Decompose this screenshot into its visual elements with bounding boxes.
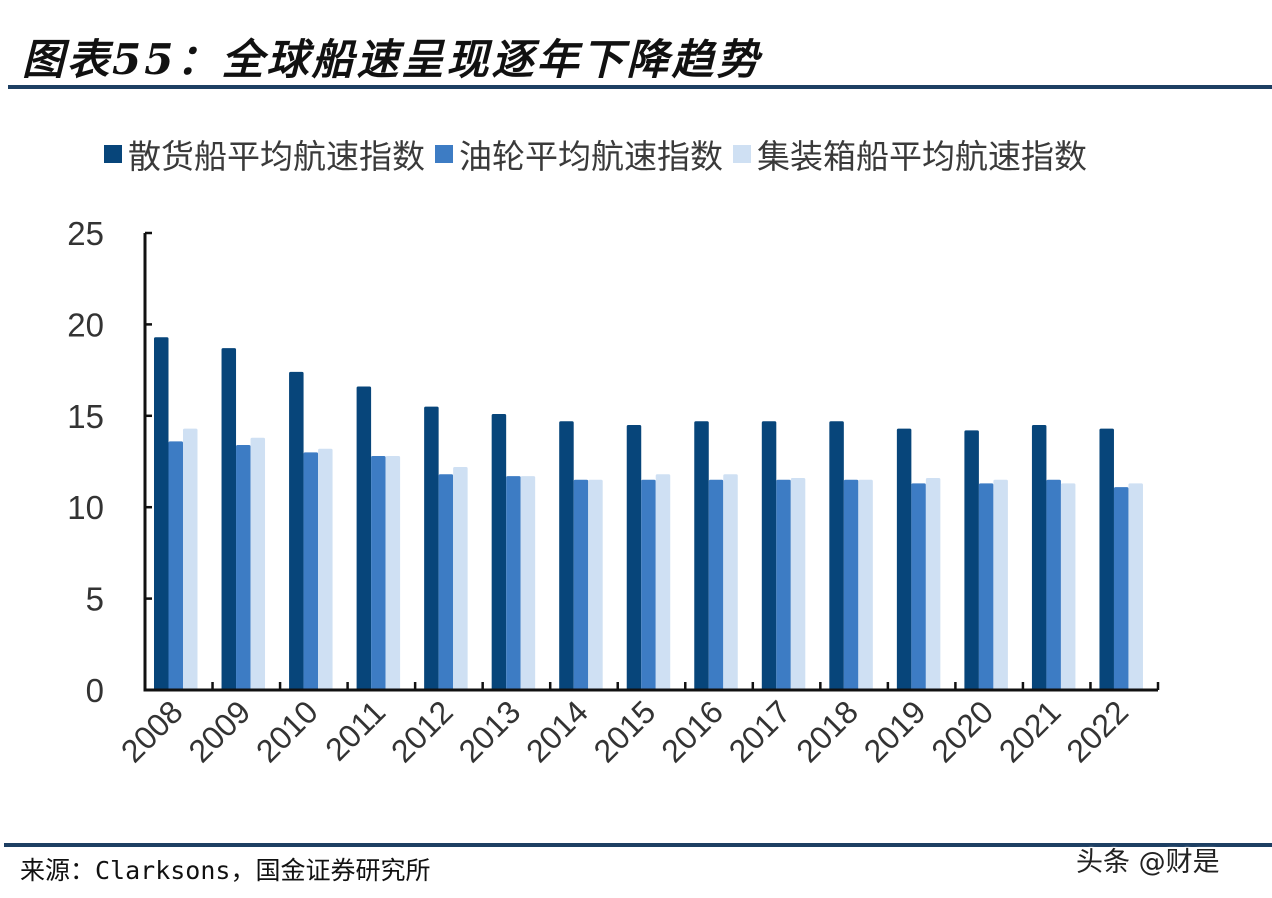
- bars: [154, 337, 1143, 690]
- bar: [626, 424, 642, 690]
- bar: [843, 479, 859, 690]
- bar: [168, 441, 183, 690]
- bar: [708, 479, 724, 690]
- x-axis: 2008200920102011201220132014201520162017…: [114, 682, 1160, 769]
- x-tick-label: 2016: [654, 693, 730, 769]
- bar: [453, 466, 468, 690]
- x-tick-label: 2009: [181, 693, 257, 769]
- x-tick-label: 2017: [722, 693, 798, 769]
- chart-legend: 散货船平均航速指数 油轮平均航速指数 集装箱船平均航速指数: [104, 130, 1097, 178]
- bar: [723, 474, 738, 690]
- bar: [588, 479, 603, 690]
- x-tick-label: 2011: [318, 693, 392, 767]
- x-tick-label: 2008: [114, 693, 190, 769]
- bar: [978, 483, 994, 690]
- legend-label-tanker: 油轮平均航速指数: [459, 137, 723, 176]
- bar: [790, 477, 806, 690]
- y-tick-label: 5: [86, 581, 104, 618]
- x-tick-label: 2012: [384, 693, 460, 769]
- bar: [1031, 424, 1047, 690]
- x-tick-label: 2020: [924, 693, 1000, 769]
- bar: [221, 348, 237, 690]
- x-tick-label: 2014: [519, 693, 595, 769]
- bar: [573, 479, 589, 690]
- y-tick-label: 15: [67, 398, 104, 435]
- bar: [236, 445, 251, 690]
- watermark: 头条 @财是: [1076, 847, 1220, 878]
- bar: [896, 428, 912, 690]
- chart-title: 图表55：全球船速呈现逐年下降趋势: [22, 35, 762, 84]
- bar: [694, 421, 709, 690]
- y-tick-label: 0: [86, 672, 104, 709]
- legend-item-tanker: 油轮平均航速指数: [435, 130, 723, 178]
- legend-label-container: 集装箱船平均航速指数: [757, 137, 1087, 176]
- bar: [491, 413, 507, 690]
- legend-swatch-container: [733, 145, 751, 163]
- bar: [154, 337, 169, 690]
- bar: [559, 421, 574, 690]
- bar: [385, 456, 401, 690]
- legend-item-container: 集装箱船平均航速指数: [733, 130, 1087, 178]
- bar: [424, 406, 439, 690]
- x-tick-label: 2021: [992, 693, 1068, 769]
- x-tick-label: 2015: [587, 693, 663, 769]
- bar: [250, 437, 266, 690]
- bar: [356, 386, 372, 690]
- bar: [1099, 428, 1114, 690]
- bar: [1113, 487, 1129, 690]
- bar: [371, 456, 386, 690]
- y-tick-label: 20: [67, 306, 104, 343]
- bar: [303, 452, 319, 690]
- legend-item-bulk: 散货船平均航速指数: [104, 130, 425, 178]
- bar: [829, 421, 844, 690]
- bar: [1060, 483, 1076, 690]
- bar: [993, 479, 1008, 690]
- legend-swatch-tanker: [435, 145, 453, 163]
- bar: [183, 428, 198, 690]
- source-note: 来源：Clarksons，国金证券研究所: [20, 856, 431, 885]
- y-tick-label: 25: [67, 215, 104, 252]
- x-tick-label: 2010: [249, 693, 325, 769]
- bar: [925, 477, 941, 690]
- legend-label-bulk: 散货船平均航速指数: [128, 137, 425, 176]
- x-tick-label: 2013: [452, 693, 528, 769]
- y-tick-label: 10: [67, 489, 104, 526]
- bar: [289, 371, 304, 690]
- bar: [520, 476, 536, 690]
- bar: [761, 421, 777, 690]
- bar: [318, 448, 333, 690]
- x-tick-label: 2022: [1059, 693, 1135, 769]
- bar: [1128, 483, 1143, 690]
- bar: [964, 430, 979, 690]
- legend-swatch-bulk: [104, 145, 122, 163]
- bar: [506, 476, 521, 690]
- footer-divider: [4, 843, 1272, 847]
- bar: [655, 474, 671, 690]
- bar: [641, 479, 656, 690]
- bar: [911, 483, 926, 690]
- bar: [858, 479, 873, 690]
- bar: [1046, 479, 1061, 690]
- bar: [438, 474, 454, 690]
- header-divider: [8, 85, 1272, 89]
- y-axis: 0 5 10 15 20 25: [67, 215, 152, 709]
- x-tick-label: 2019: [857, 693, 933, 769]
- bar: [776, 479, 791, 690]
- x-tick-label: 2018: [789, 693, 865, 769]
